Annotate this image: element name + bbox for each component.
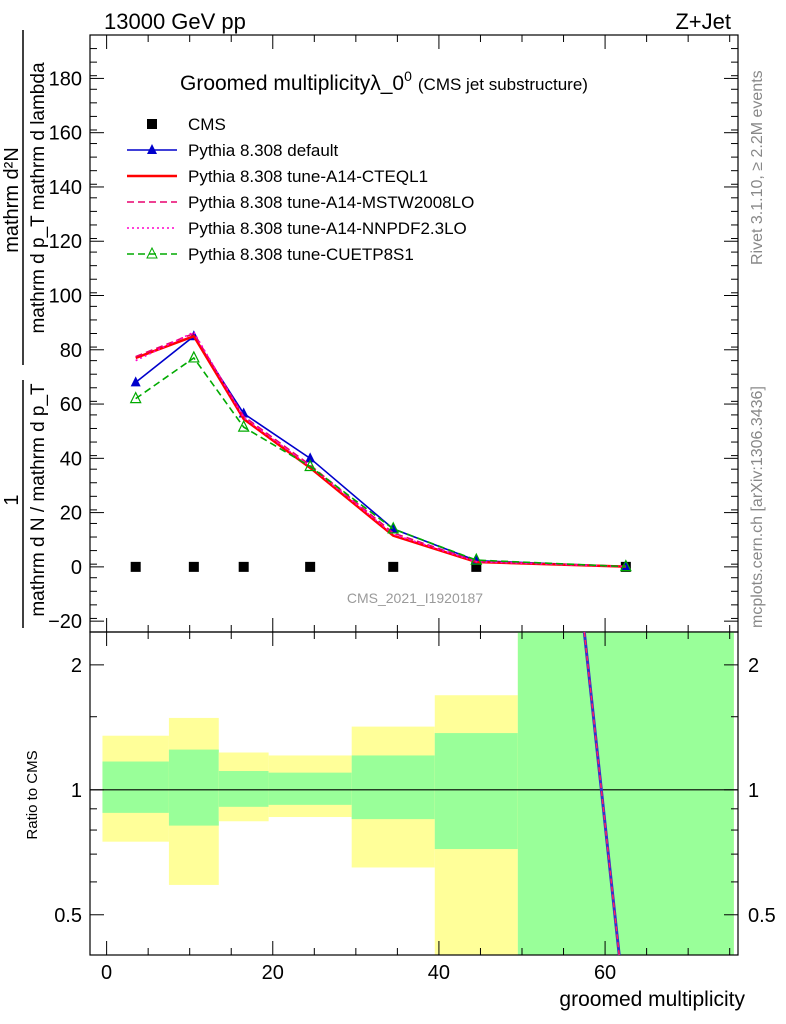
plot-subtitle: (CMS jet substructure) [418,75,588,94]
rivet-version-label: Rivet 3.1.10, ≥ 2.2M events [749,70,766,265]
y-prefactor-numerator: 1 [1,494,23,505]
y-tick-label: 160 [49,123,82,145]
ratio-band-green [268,772,352,805]
main-plot-axes: −20 0 20 40 60 80 100 120 140 160 180 [48,34,739,633]
data-point-open-triangle [619,559,632,572]
y-tick-label: 140 [49,177,82,199]
ratio-y-tick-label-right: 2 [748,655,759,677]
data-point-cms [130,561,141,572]
legend-entry-label: CMS [188,115,226,134]
data-point-open-triangle [187,350,200,363]
data-point-open-triangle [237,419,250,432]
ratio-band-green [218,771,269,807]
data-point-cms [471,561,482,572]
y-prefactor-denominator: mathrm d N / mathrm d p_T [28,383,49,617]
y-tick-label: 120 [49,231,82,253]
ratio-band-green [168,749,219,826]
series-line-2 [135,334,626,568]
data-point-triangle [305,452,316,463]
y-tick-label: 80 [60,340,82,362]
ratio-curve-tunes [583,631,620,956]
series-line-3 [135,332,626,568]
y-tick-label: 60 [60,394,82,416]
x-tick-label: 0 [101,962,112,984]
ratio-band-green [434,733,518,850]
legend-marker-triangle [147,144,157,154]
main-y-axis-label: 1 mathrm d N / mathrm d p_T mathrm d²N m… [1,30,49,628]
ratio-uncertainty-bands [102,632,734,955]
legend-entry-label: Pythia 8.308 tune-A14-MSTW2008LO [188,193,474,212]
data-point-cms [388,561,399,572]
y-tick-label: −20 [48,611,82,633]
y-tick-label: 20 [60,503,82,525]
x-axis-label: groomed multiplicity [559,988,745,1011]
data-point-open-triangle [470,552,483,565]
ratio-y-axis-label: Ratio to CMS [24,750,41,839]
data-point-open-triangle [387,521,400,534]
ratio-y-tick-label-right: 1 [748,780,759,802]
header-energy-label: 13000 GeV pp [104,9,246,34]
plot-title: Groomed multiplicityλ_00 (CMS jet substru… [180,68,588,95]
series-line-1 [135,335,626,568]
y-tick-label: 0 [71,557,82,579]
y-tick-label: 180 [49,68,82,90]
x-tick-label: 60 [594,962,616,984]
ratio-y-tick-label: 0.5 [54,905,82,927]
ratio-y-tick-label: 1 [71,780,82,802]
data-point-cms [238,561,249,572]
legend-entry-label: Pythia 8.308 tune-A14-CTEQL1 [188,167,428,186]
plot-title-main: Groomed multiplicityλ_0 [180,72,404,95]
legend: CMS Pythia 8.308 default Pythia 8.308 tune… [127,115,474,264]
ratio-band-green [102,761,169,813]
main-plot-series [129,330,632,572]
legend-marker-square [147,119,157,129]
y-tick-label: 100 [49,286,82,308]
y-derivative-denominator: mathrm d p_T mathrm d lambda [28,62,49,333]
legend-entry-label: Pythia 8.308 tune-CUETP8S1 [188,245,414,264]
ratio-y-tick-label-right: 0.5 [748,905,776,927]
ratio-plot-axes: 0.5 0.51 12 20 20 40 60 [54,631,776,984]
legend-marker-open-triangle [146,246,158,259]
ratio-plot-frame [89,631,739,956]
legend-entry-label: Pythia 8.308 default [188,141,339,160]
data-point-open-triangle [304,459,317,472]
ratio-band-green [351,755,435,820]
legend-entry-label: Pythia 8.308 tune-A14-NNPDF2.3LO [188,219,467,238]
y-derivative-numerator: mathrm d²N [1,147,23,253]
ratio-band-green [517,632,734,955]
data-point-triangle [130,376,141,387]
x-tick-label: 20 [262,962,284,984]
series-line-4 [135,331,626,568]
data-point-cms [188,561,199,572]
data-point-open-triangle [129,391,142,404]
ratio-y-tick-label: 2 [71,655,82,677]
x-tick-label: 40 [428,962,450,984]
mcplots-label: mcplots.cern.ch [arXiv:1306.3436] [749,386,766,628]
series-line-5 [135,356,626,568]
header-process-label: Z+Jet [675,9,731,34]
y-tick-label: 40 [60,448,82,470]
data-point-cms [305,561,316,572]
analysis-watermark: CMS_2021_I1920187 [347,590,483,606]
plot-title-superscript: 0 [404,68,412,84]
